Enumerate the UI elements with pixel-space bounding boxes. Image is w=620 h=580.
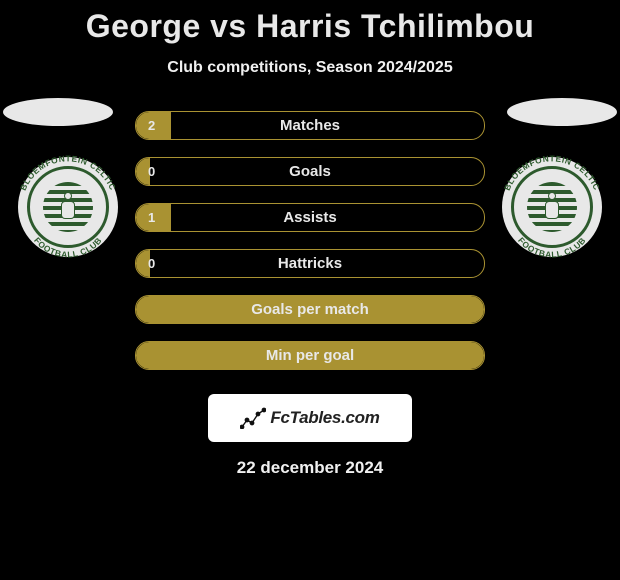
stat-value: 1	[148, 210, 155, 225]
club-badge-left: BLOEMFONTEIN CELTIC FOOTBALL CLUB	[18, 157, 118, 257]
comparison-infographic: George vs Harris Tchilimbou Club competi…	[0, 0, 620, 478]
stat-label: Min per goal	[136, 347, 484, 364]
stat-row: 1Assists	[135, 203, 485, 232]
stat-value: 0	[148, 164, 155, 179]
player-photo-right	[507, 98, 617, 126]
player-photo-left	[3, 98, 113, 126]
stat-value: 0	[148, 256, 155, 271]
page-title: George vs Harris Tchilimbou	[0, 8, 620, 45]
attribution-text: FcTables.com	[270, 408, 379, 428]
fctables-icon	[240, 407, 266, 429]
stat-row: 2Matches	[135, 111, 485, 140]
date-label: 22 december 2024	[0, 458, 620, 478]
stat-row: 0Goals	[135, 157, 485, 186]
stat-label: Matches	[136, 117, 484, 134]
page-subtitle: Club competitions, Season 2024/2025	[0, 59, 620, 77]
stats-area: BLOEMFONTEIN CELTIC FOOTBALL CLUB BLOEMF…	[0, 111, 620, 370]
stat-value: 2	[148, 118, 155, 133]
stat-label: Goals per match	[136, 301, 484, 318]
club-badge-right: BLOEMFONTEIN CELTIC FOOTBALL CLUB	[502, 157, 602, 257]
stat-bars: 2Matches0Goals1Assists0HattricksGoals pe…	[135, 111, 485, 370]
stat-label: Goals	[136, 163, 484, 180]
stat-row: Min per goal	[135, 341, 485, 370]
attribution-badge: FcTables.com	[208, 394, 412, 442]
stat-label: Hattricks	[136, 255, 484, 272]
stat-label: Assists	[136, 209, 484, 226]
stat-row: 0Hattricks	[135, 249, 485, 278]
stat-row: Goals per match	[135, 295, 485, 324]
